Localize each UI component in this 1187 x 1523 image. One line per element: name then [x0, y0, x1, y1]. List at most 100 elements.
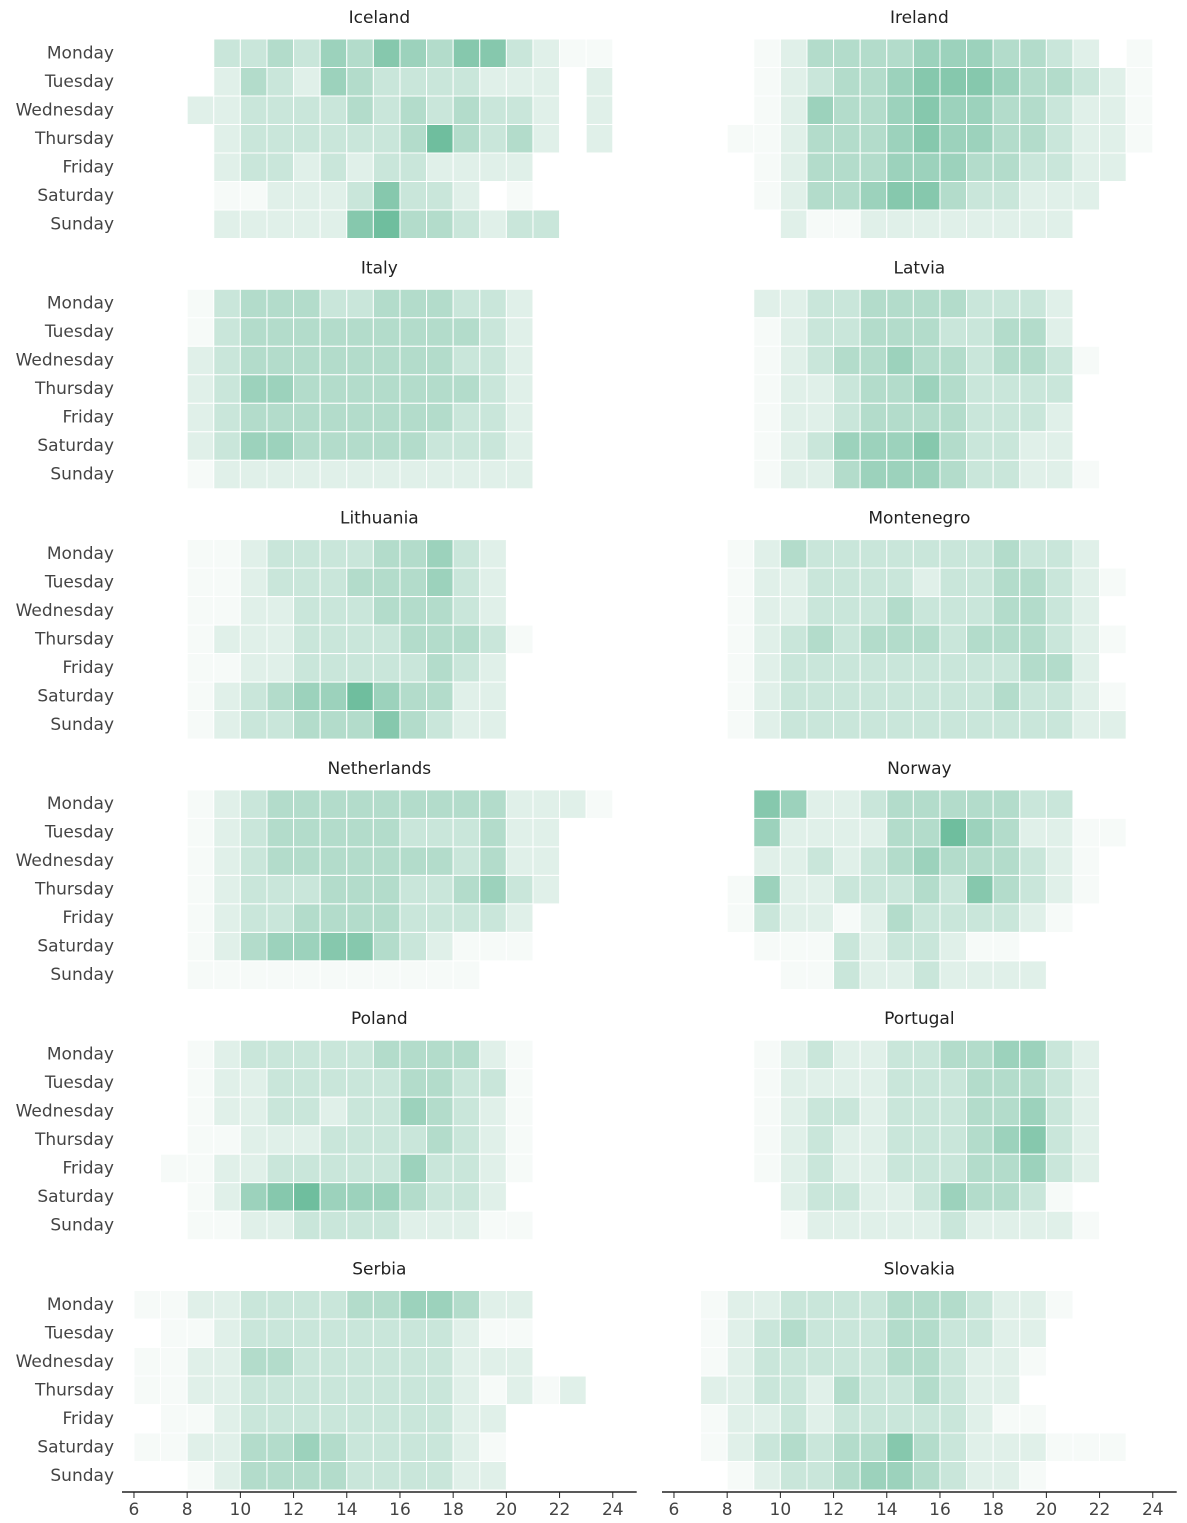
panel-title: Latvia	[893, 258, 945, 278]
heat-cell	[912, 152, 941, 182]
heat-cell	[859, 152, 888, 182]
heat-cell	[426, 1210, 454, 1241]
heat-cell	[239, 1182, 268, 1212]
heat-cell	[806, 596, 835, 626]
heat-cell	[859, 459, 888, 490]
heat-cell	[266, 1096, 295, 1127]
heat-cell	[239, 38, 268, 68]
heat-cell	[293, 374, 321, 404]
panel-title: Iceland	[349, 8, 411, 28]
heat-cell	[886, 431, 914, 461]
day-label: Monday	[47, 794, 114, 814]
heat-cell	[886, 1404, 914, 1434]
heat-cell	[452, 67, 481, 97]
heat-cell	[213, 567, 241, 598]
heat-cell	[186, 95, 215, 125]
heat-cell	[1019, 1068, 1047, 1098]
heat-cell	[452, 1318, 481, 1348]
heat-cell	[399, 596, 428, 626]
heat-cell	[399, 1375, 428, 1405]
heat-cell	[779, 1210, 808, 1241]
heat-cell	[779, 710, 808, 740]
heat-cell	[479, 1153, 507, 1184]
heat-cell	[319, 374, 348, 404]
heat-cell	[452, 38, 481, 68]
heat-cell	[966, 903, 994, 933]
heat-cell	[859, 1404, 888, 1434]
heat-cell	[479, 38, 507, 68]
heat-cell	[779, 345, 808, 376]
day-label: Friday	[62, 658, 114, 678]
heat-cell	[372, 1347, 401, 1377]
heat-cell	[1019, 1125, 1047, 1155]
heat-cell	[1099, 710, 1127, 740]
heat-cell	[479, 1210, 507, 1241]
heat-cell	[833, 1182, 861, 1212]
heat-cell	[966, 431, 994, 461]
heat-cell	[779, 1096, 808, 1127]
heat-cell	[726, 539, 755, 569]
heat-cell	[293, 903, 321, 933]
heat-cell	[992, 960, 1021, 990]
heat-cell	[346, 317, 374, 347]
heat-cell	[1045, 38, 1074, 68]
heat-cell	[1072, 846, 1101, 876]
heat-cell	[213, 653, 241, 683]
heat-cell	[966, 38, 994, 68]
heat-cell	[1045, 152, 1074, 182]
heat-cell	[1019, 181, 1047, 211]
heat-cell	[399, 1039, 428, 1070]
heat-cell	[452, 1432, 481, 1462]
heat-cell	[266, 288, 295, 319]
heat-cell	[886, 567, 914, 598]
heat-cell	[833, 67, 861, 97]
heat-cell	[833, 38, 861, 68]
heat-cell	[266, 817, 295, 848]
heat-cell	[266, 124, 295, 154]
heat-cell	[992, 124, 1021, 154]
heat-cell	[426, 38, 454, 68]
x-tick-label: 24	[1142, 1500, 1164, 1520]
heat-cell	[452, 567, 481, 598]
heat-cell	[479, 374, 507, 404]
heat-cell	[966, 1096, 994, 1127]
heat-cell	[886, 1039, 914, 1070]
heat-cell	[779, 209, 808, 239]
day-label: Sunday	[50, 715, 114, 735]
heat-cell	[886, 1375, 914, 1405]
heat-cell	[886, 596, 914, 626]
heat-cell	[1125, 67, 1154, 97]
heat-cell	[293, 624, 321, 655]
heat-cell	[806, 539, 835, 569]
heat-cell	[133, 1432, 162, 1462]
day-label: Monday	[47, 544, 114, 564]
heat-cell	[833, 596, 861, 626]
heat-cell	[939, 1461, 968, 1491]
heat-cell	[319, 1153, 348, 1184]
heat-cell	[753, 931, 781, 962]
heat-cell	[726, 124, 755, 154]
heat-cell	[319, 1068, 348, 1098]
heat-cell	[186, 789, 215, 819]
heat-cell	[479, 1404, 507, 1434]
heat-cell	[1045, 1096, 1074, 1127]
heat-cell	[886, 539, 914, 569]
heat-cell	[186, 1153, 215, 1184]
heat-cell	[806, 288, 835, 319]
heat-cell	[266, 374, 295, 404]
heat-cell	[966, 681, 994, 712]
heat-cell	[505, 181, 534, 211]
heat-cell	[779, 846, 808, 876]
heat-cell	[912, 596, 941, 626]
heat-cell	[266, 653, 295, 683]
heat-cell	[939, 596, 968, 626]
heat-cell	[346, 1375, 374, 1405]
heat-cell	[266, 1068, 295, 1098]
heat-cell	[753, 1096, 781, 1127]
heat-cell	[399, 38, 428, 68]
heat-cell	[372, 38, 401, 68]
heat-cell	[1045, 874, 1074, 905]
heat-cell	[266, 317, 295, 347]
heat-cell	[186, 1210, 215, 1241]
heat-cell	[912, 624, 941, 655]
